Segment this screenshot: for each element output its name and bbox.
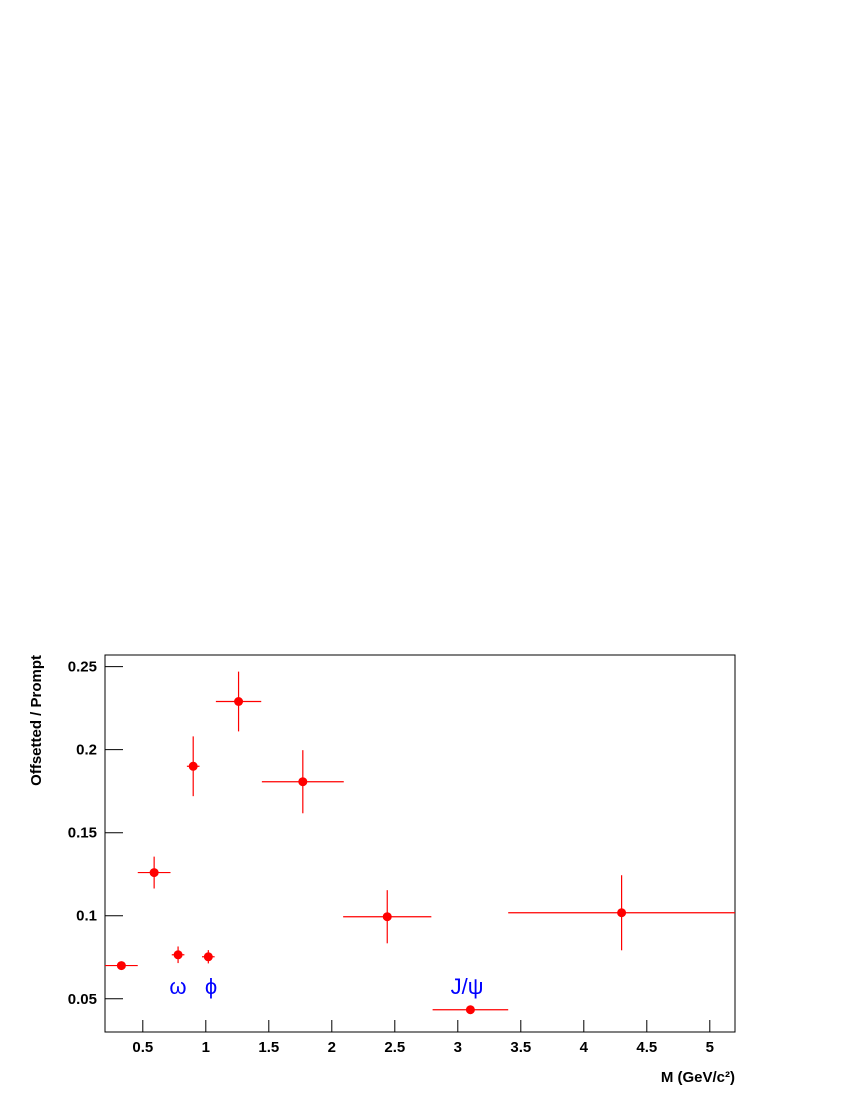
x-tick-label: 4 [580,1039,589,1056]
x-tick-label: 1.5 [258,1039,279,1056]
y-tick-label: 0.15 [68,825,97,842]
x-tick-label: 3.5 [510,1039,531,1056]
x-axis-label: M (GeV/c²) [661,1069,735,1086]
data-point [173,950,183,960]
data-point [234,697,244,707]
y-tick-label: 0.05 [68,991,97,1008]
annotation: J/ψ [451,974,484,999]
data-point [149,868,159,878]
x-tick-label: 0.5 [132,1039,153,1056]
x-tick-label: 3 [454,1039,462,1056]
data-point [203,952,213,962]
x-tick-label: 2.5 [384,1039,405,1056]
data-point [617,908,627,918]
data-point [465,1005,475,1015]
annotation: ω [169,974,186,999]
y-tick-label: 0.25 [68,659,97,676]
data-point [188,761,198,771]
data-point [116,961,126,971]
y-axis-label: Offsetted / Prompt [28,655,45,786]
x-tick-label: 4.5 [636,1039,657,1056]
x-tick-label: 1 [202,1039,210,1056]
annotation: ϕ [205,974,217,999]
y-tick-label: 0.2 [76,742,97,759]
y-tick-label: 0.1 [76,908,97,925]
x-tick-label: 5 [706,1039,714,1056]
data-point [382,912,392,922]
plot-frame [104,654,736,1033]
data-point [298,777,308,787]
x-tick-label: 2 [328,1039,336,1056]
